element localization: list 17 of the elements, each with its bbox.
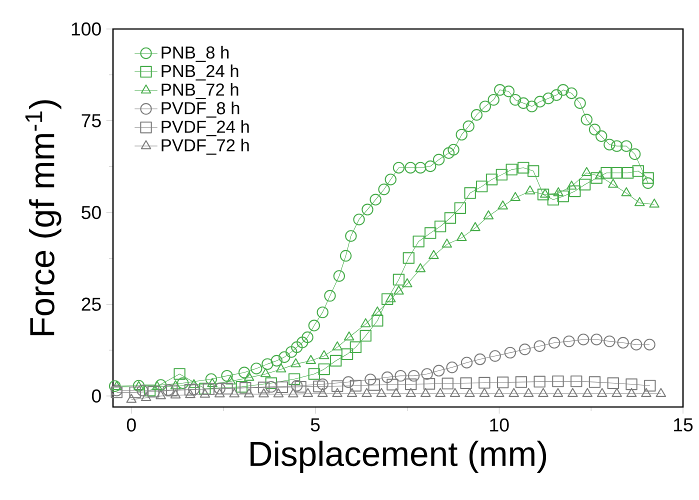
legend-label: PNB_72 h <box>162 83 238 100</box>
x-tick-label: 15 <box>674 418 693 432</box>
legend-label: PVDF_72 h <box>162 138 249 155</box>
y-tick-label: 75 <box>82 114 101 128</box>
y-axis-title: Force (gf mm$^{-1}$) <box>25 100 62 336</box>
legend-label: PNB_8 h <box>162 46 229 62</box>
legend-label: PVDF_24 h <box>162 120 249 136</box>
x-tick-label: 0 <box>126 418 136 432</box>
y-tick-label: 100 <box>72 22 101 36</box>
x-tick-label: 10 <box>490 418 509 432</box>
legend-label: PNB_24 h <box>162 64 238 81</box>
x-tick-label: 5 <box>310 418 320 432</box>
x-axis-title: Displacement (mm) <box>250 440 546 474</box>
y-tick-label: 50 <box>82 206 101 220</box>
y-tick-label: 0 <box>92 389 101 403</box>
y-tick-label: 25 <box>82 298 101 311</box>
legend-label: PVDF_8 h <box>162 102 240 118</box>
